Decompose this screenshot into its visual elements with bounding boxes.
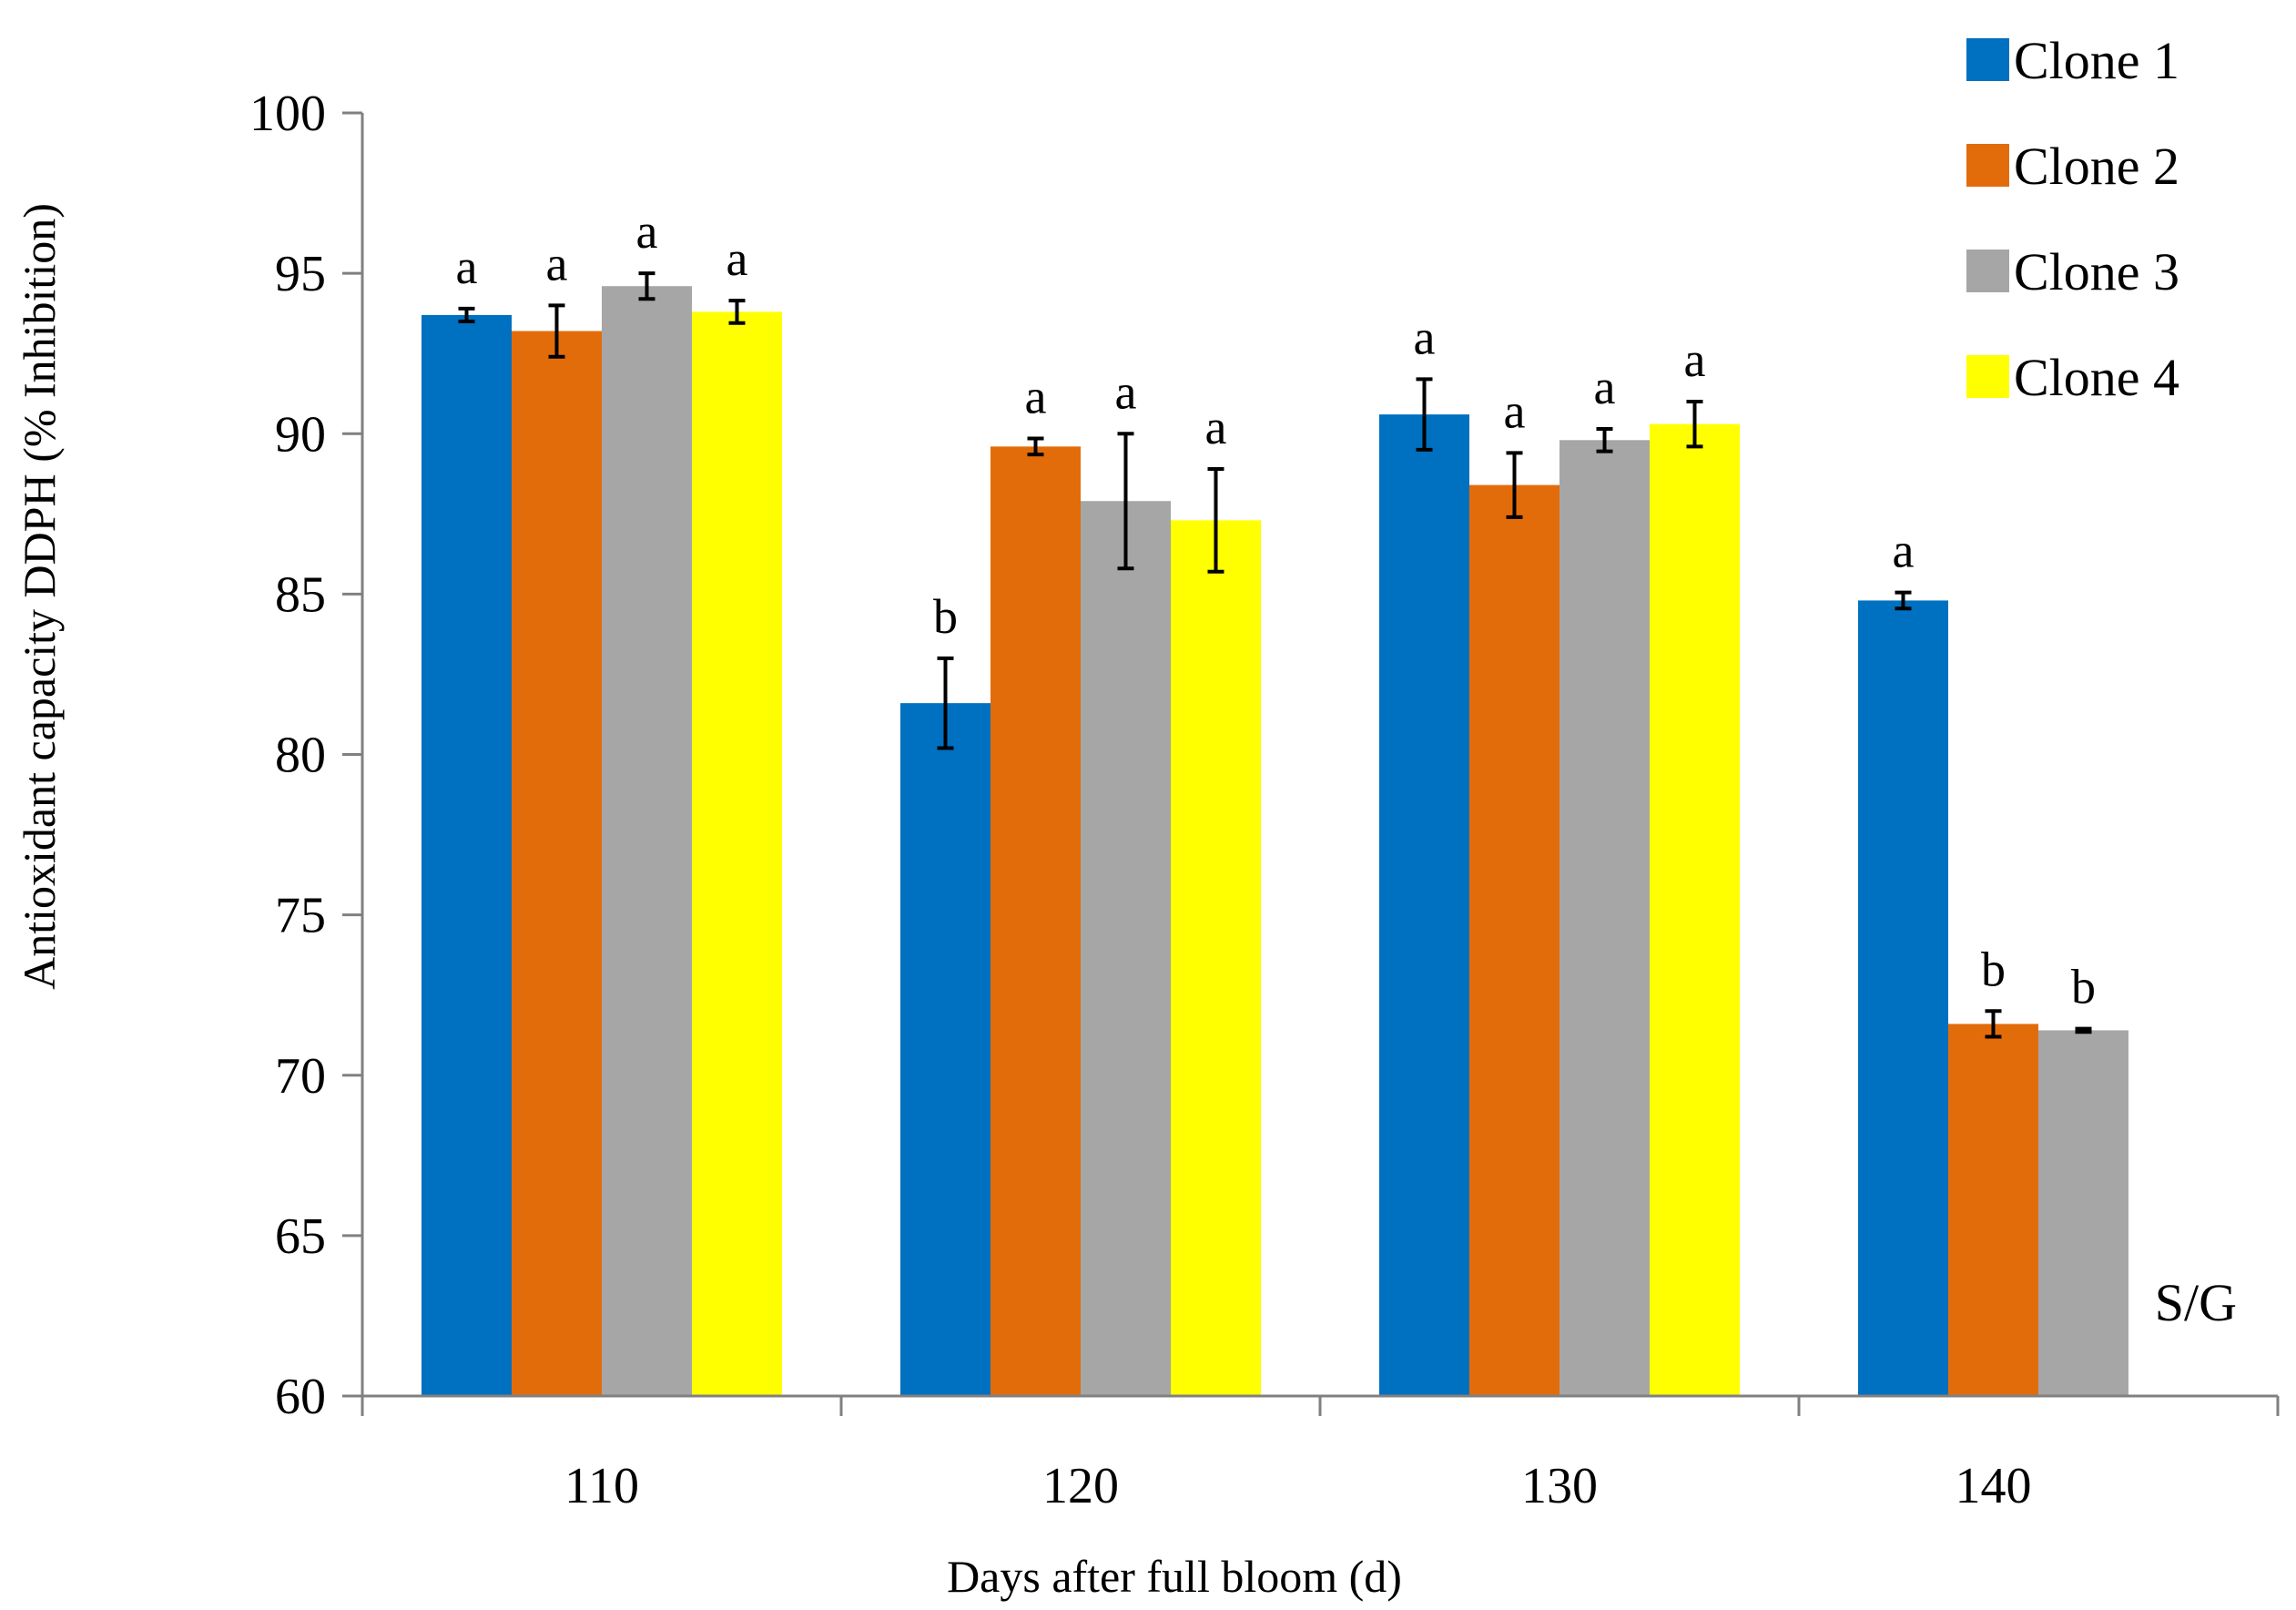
bar <box>512 331 602 1396</box>
legend-label: Clone 3 <box>2014 242 2179 301</box>
legend-label: Clone 4 <box>2014 348 2179 407</box>
significance-letter: b <box>1981 942 2006 996</box>
bar <box>900 703 991 1396</box>
plot-area: a a a a b a a a a a a a a b b <box>422 204 2128 1397</box>
y-tick-label: 95 <box>275 246 326 302</box>
significance-letter: b <box>2071 960 2096 1014</box>
significance-letter: a <box>456 239 478 294</box>
significance-letter: a <box>1205 400 1227 454</box>
x-tick-label: 110 <box>564 1458 639 1514</box>
legend-swatch <box>1966 38 2009 81</box>
bar <box>991 446 1081 1397</box>
y-tick-label: 100 <box>249 86 326 142</box>
bar <box>1948 1024 2038 1396</box>
bar <box>692 311 782 1396</box>
x-tick-label: 120 <box>1042 1458 1119 1514</box>
legend-swatch <box>1966 250 2009 292</box>
y-tick-label: 65 <box>275 1208 326 1265</box>
significance-letter: a <box>726 231 748 286</box>
legend-swatch <box>1966 355 2009 398</box>
x-axis-title: Days after full bloom (d) <box>947 1551 1402 1602</box>
bar <box>1469 484 1559 1396</box>
significance-letter: a <box>1594 360 1616 414</box>
axes-layer: 60 65 70 75 80 85 90 95 100 110 120 130 140 <box>249 86 2280 1514</box>
bar <box>1081 501 1171 1396</box>
bar <box>602 286 692 1397</box>
x-tick-label: 130 <box>1521 1458 1598 1514</box>
x-tick-label: 140 <box>1956 1458 2032 1514</box>
legend-swatch <box>1966 144 2009 187</box>
bar <box>1171 520 1261 1396</box>
y-tick-label: 85 <box>275 566 326 623</box>
significance-letter: b <box>933 589 958 644</box>
y-tick-label: 90 <box>275 406 326 463</box>
significance-letter: a <box>546 236 568 290</box>
bars-layer <box>422 286 2128 1397</box>
bar <box>422 314 512 1397</box>
significance-letters-layer: a a a a b a a a a a a a a b b <box>456 204 2096 1014</box>
y-tick-label: 60 <box>275 1369 326 1425</box>
error-bars-layer <box>458 271 2092 1039</box>
significance-letter: a <box>1414 310 1436 364</box>
significance-letter: a <box>1025 370 1047 424</box>
legend-label: Clone 1 <box>2014 31 2179 90</box>
y-axis-title: Antioxidant capacity DDPH (% Inhibition) <box>14 203 65 990</box>
significance-letter: a <box>1893 524 1915 578</box>
y-tick-label: 70 <box>275 1048 326 1105</box>
bar <box>2038 1030 2128 1396</box>
y-tick-label: 75 <box>275 888 326 944</box>
bar <box>1559 440 1650 1396</box>
significance-letter: a <box>1115 364 1137 419</box>
sample-note: S/G <box>2155 1273 2237 1332</box>
bar <box>1650 423 1740 1396</box>
bar <box>1379 414 1469 1396</box>
significance-letter: a <box>1504 383 1526 438</box>
legend: Clone 1 Clone 2 Clone 3 Clone 4 <box>1966 31 2179 407</box>
y-tick-label: 80 <box>275 728 326 784</box>
legend-label: Clone 2 <box>2014 137 2179 196</box>
significance-letter: a <box>1684 332 1706 387</box>
bar <box>1858 600 1948 1396</box>
significance-letter: a <box>636 204 658 259</box>
